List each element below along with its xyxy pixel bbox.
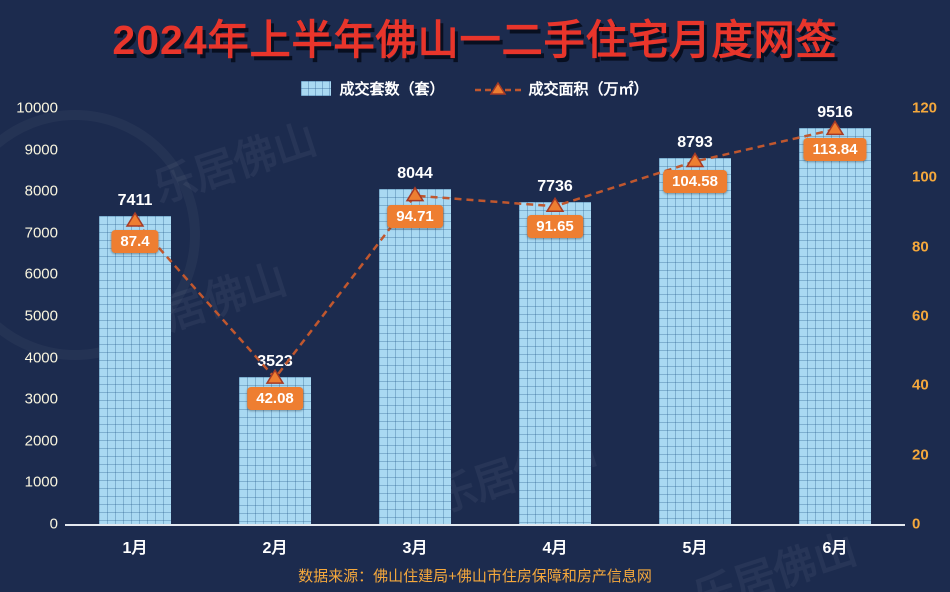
bar <box>659 158 731 524</box>
plot-area: 7411 3523 8044 7736 8793 9516 87.4 42.08 94.71 91… <box>65 104 905 526</box>
legend-bars-label: 成交套数（套） <box>339 81 445 98</box>
left-axis-tick: 0 <box>49 515 58 533</box>
left-axis-tick: 8000 <box>24 182 58 200</box>
x-axis-tick: 6月 <box>822 540 848 557</box>
bar-value-label: 3523 <box>257 353 293 371</box>
x-axis-tick: 4月 <box>542 540 568 557</box>
triangle-marker-icon <box>125 211 145 227</box>
left-axis-tick: 10000 <box>16 99 58 117</box>
right-axis-tick: 0 <box>912 515 921 533</box>
line-value-badge: 91.65 <box>527 215 583 239</box>
bar-value-label: 8793 <box>677 134 713 152</box>
line-series <box>125 119 845 384</box>
left-axis-tick: 5000 <box>24 307 58 325</box>
triangle-marker-icon <box>825 119 845 136</box>
x-axis: 1月 2月 3月 4月 5月 6月 <box>65 534 905 558</box>
x-axis-tick: 5月 <box>682 540 708 557</box>
line-value-badge: 94.71 <box>387 204 443 228</box>
right-axis-tick: 20 <box>912 446 929 464</box>
line-value-badge: 104.58 <box>663 170 727 194</box>
legend-item-line: 成交面积（万㎡） <box>474 78 649 99</box>
bar <box>519 202 591 524</box>
bar <box>379 189 451 524</box>
line-path <box>134 128 836 381</box>
bar-value-label: 7411 <box>117 191 153 209</box>
left-axis-tick: 2000 <box>24 432 58 450</box>
triangle-marker-icon <box>545 196 565 213</box>
legend-item-bars: 成交套数（套） <box>301 78 445 99</box>
triangle-marker-icon <box>405 186 425 202</box>
x-axis-tick: 2月 <box>262 540 288 557</box>
bar-value-label: 8044 <box>397 165 433 183</box>
source-text: 数据来源：佛山住建局+佛山市住房保障和房产信息网 <box>298 568 652 585</box>
left-axis-tick: 1000 <box>24 473 58 491</box>
chart-title: 2024年上半年佛山一二手住宅月度网签 <box>112 17 838 63</box>
legend-line-label: 成交面积（万㎡） <box>528 81 649 98</box>
right-axis: 0 20 40 60 80 100 120 <box>912 100 950 533</box>
x-axis-tick: 1月 <box>122 540 148 557</box>
line-value-badge: 87.4 <box>111 230 159 253</box>
left-axis-tick: 7000 <box>24 224 58 242</box>
triangle-marker-icon <box>685 152 705 168</box>
left-axis-tick: 6000 <box>24 265 58 283</box>
x-axis-tick: 3月 <box>402 540 428 557</box>
bar <box>799 128 871 524</box>
bar-series-swatch-icon <box>301 81 332 96</box>
right-axis-tick: 100 <box>912 168 938 186</box>
left-axis: 0 1000 2000 3000 4000 5000 6000 7000 8000 9000 100… <box>0 100 58 533</box>
line-series-swatch-icon <box>474 81 521 95</box>
left-axis-tick: 4000 <box>24 349 58 367</box>
left-axis-tick: 9000 <box>24 141 58 159</box>
line-value-badge: 42.08 <box>247 387 303 411</box>
bar-value-label: 9516 <box>817 104 853 122</box>
triangle-marker-icon <box>265 368 285 384</box>
bar-value-label: 7736 <box>537 178 573 196</box>
chart-legend: 成交套数（套） 成交面积（万㎡） <box>0 78 950 99</box>
left-axis-tick: 3000 <box>24 390 58 408</box>
line-value-badge: 113.84 <box>803 138 867 162</box>
right-axis-tick: 120 <box>912 99 938 117</box>
right-axis-tick: 60 <box>912 307 929 325</box>
right-axis-tick: 40 <box>912 376 929 394</box>
right-axis-tick: 80 <box>912 238 929 256</box>
bar <box>99 215 171 524</box>
